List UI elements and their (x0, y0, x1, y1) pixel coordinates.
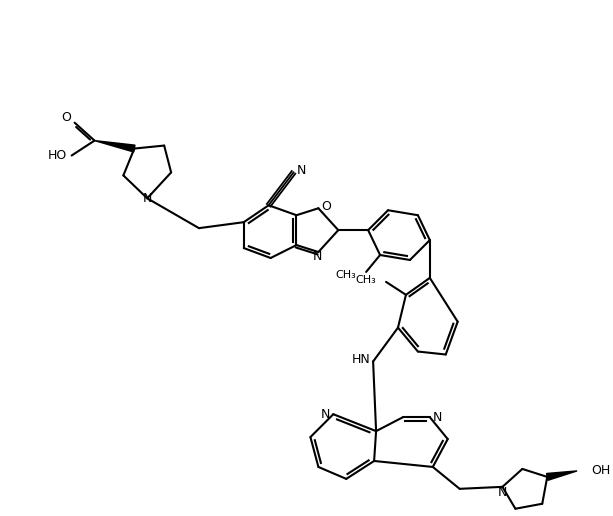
Text: N: N (297, 164, 306, 177)
Polygon shape (94, 140, 135, 152)
Text: HN: HN (352, 353, 370, 366)
Text: N: N (313, 250, 322, 263)
Text: O: O (321, 200, 331, 213)
Text: OH: OH (591, 464, 611, 477)
Text: HO: HO (48, 149, 67, 162)
Text: O: O (62, 111, 72, 124)
Text: CH₃: CH₃ (356, 275, 376, 285)
Text: CH₃: CH₃ (335, 270, 356, 280)
Text: N: N (433, 411, 443, 424)
Polygon shape (547, 471, 577, 480)
Text: N: N (321, 408, 330, 421)
Text: N: N (143, 192, 152, 205)
Text: N: N (498, 486, 507, 499)
